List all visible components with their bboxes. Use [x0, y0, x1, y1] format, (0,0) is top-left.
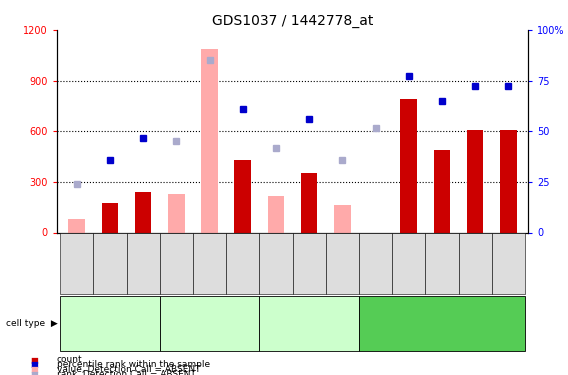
Text: count: count — [57, 356, 82, 364]
Text: GSM37462: GSM37462 — [106, 236, 114, 277]
Text: GSM37463: GSM37463 — [139, 236, 148, 277]
Text: GSM37471: GSM37471 — [404, 236, 413, 277]
Text: GSM37468: GSM37468 — [304, 236, 314, 277]
Bar — [201, 49, 218, 232]
Text: rank, Detection Call = ABSENT: rank, Detection Call = ABSENT — [57, 370, 195, 375]
Text: GSM37469: GSM37469 — [338, 236, 347, 277]
Text: CD45- side
population: CD45- side population — [286, 314, 332, 333]
Bar — [400, 99, 417, 232]
Text: ■: ■ — [30, 365, 38, 374]
Text: GSM37467: GSM37467 — [272, 236, 281, 277]
Text: GSM37470: GSM37470 — [371, 236, 380, 277]
Bar — [102, 203, 118, 232]
Text: ■: ■ — [30, 370, 38, 375]
Bar — [301, 172, 318, 232]
Text: ■: ■ — [30, 356, 38, 364]
Text: GSM37473: GSM37473 — [471, 236, 479, 277]
Bar — [168, 194, 185, 232]
Text: percentile rank within the sample: percentile rank within the sample — [57, 360, 210, 369]
Text: GSM37472: GSM37472 — [437, 236, 446, 277]
Bar — [68, 219, 85, 232]
Bar — [433, 150, 450, 232]
Bar — [334, 205, 350, 232]
Bar — [135, 192, 152, 232]
Text: GSM37465: GSM37465 — [205, 236, 214, 277]
Text: GSM37466: GSM37466 — [238, 236, 247, 277]
Bar — [235, 160, 251, 232]
Text: GSM37474: GSM37474 — [504, 236, 513, 277]
Title: GDS1037 / 1442778_at: GDS1037 / 1442778_at — [212, 13, 373, 28]
Text: GSM37461: GSM37461 — [72, 236, 81, 277]
Text: GSM37464: GSM37464 — [172, 236, 181, 277]
Bar — [500, 130, 517, 232]
Text: cell type  ▶: cell type ▶ — [6, 319, 57, 328]
Text: ■: ■ — [30, 360, 38, 369]
Bar — [268, 196, 284, 232]
Text: CD45+ main
population: CD45+ main population — [183, 314, 236, 333]
Text: CD45- main
population: CD45- main population — [85, 314, 135, 333]
Text: value, Detection Call = ABSENT: value, Detection Call = ABSENT — [57, 365, 201, 374]
Text: CD45+ side population: CD45+ side population — [393, 319, 491, 328]
Bar — [467, 130, 483, 232]
